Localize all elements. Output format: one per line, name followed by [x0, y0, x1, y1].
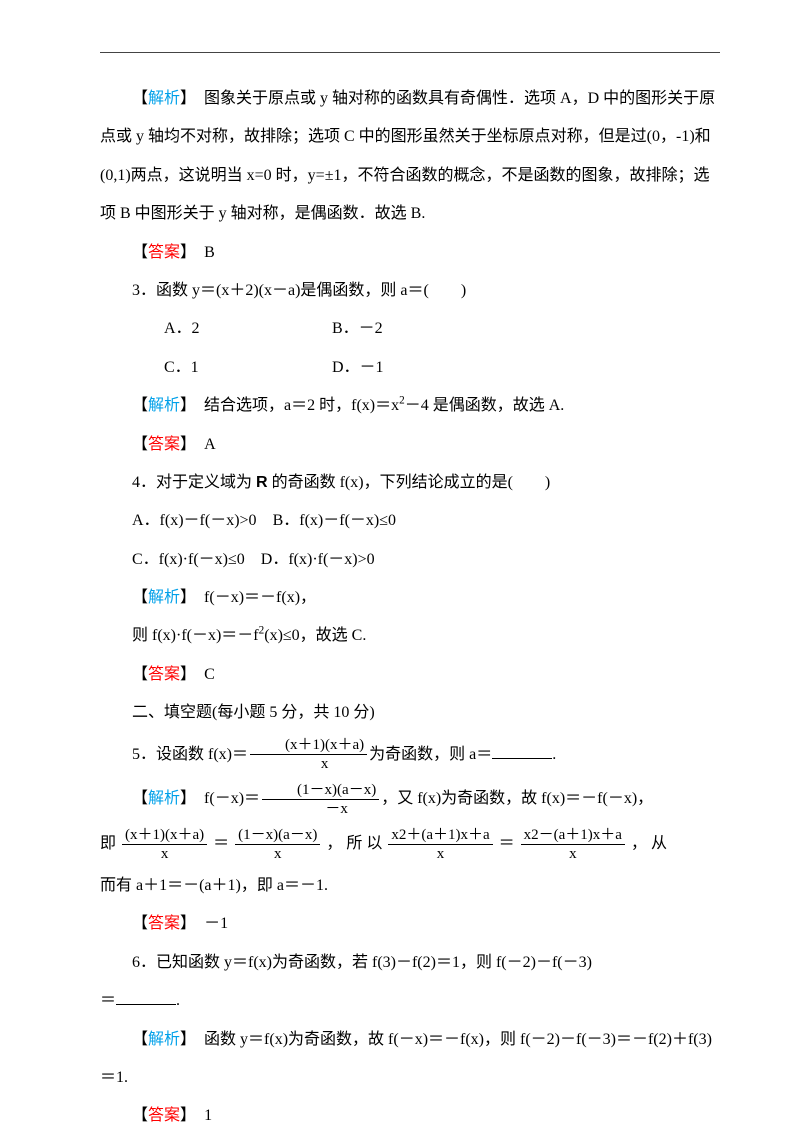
q3-analysis-pre: 结合选项，a＝2 时，f(x)＝x [188, 397, 399, 414]
q5-f5d: x [388, 845, 492, 863]
q4-analysis-l1: 【解析】 f(－x)＝－f(x)， [100, 579, 720, 617]
q5-f5n: x2＋(a＋1)x＋a [388, 826, 492, 845]
q5-f1d: x [250, 755, 367, 773]
q4-opts-1: A．f(x)－f(－x)>0 B．f(x)－f(－x)≤0 [100, 502, 720, 540]
section2-title: 二、填空题(每小题 5 分，共 10 分) [100, 694, 720, 732]
q5-analysis-l1: 【解析】 f(－x)＝(1－x)(a－x)－x，又 f(x)为奇函数，故 f(x… [100, 777, 720, 822]
period: . [552, 746, 556, 763]
q4-analysis-l2: 则 f(x)·f(－x)＝－f2(x)≤0，故选 C. [100, 617, 720, 655]
q5-stem-pre: 5．设函数 f(x)＝ [132, 746, 248, 763]
q4-optB: B．f(x)－f(－x)≤0 [273, 512, 396, 529]
analysis-label: 【解析】 [132, 1031, 188, 1048]
q6-answer: 【答案】 1 [100, 1097, 720, 1135]
q5-f3d: x [122, 845, 207, 863]
q5-f1n: (x＋1)(x＋a) [250, 736, 367, 755]
q5-frac5: x2＋(a＋1)x＋ax [386, 826, 494, 863]
q3-opts-2: C．1D．－1 [100, 349, 720, 387]
q6-analysis: 【解析】 函数 y＝f(x)为奇函数，故 f(－x)＝－f(x)，则 f(－2)… [100, 1021, 720, 1098]
q4-answer: 【答案】 C [100, 656, 720, 694]
q5-f6d: x [521, 845, 625, 863]
answer-label: 【答案】 [132, 915, 188, 932]
q4-optA: A．f(x)－f(－x)>0 [132, 512, 257, 529]
q4-answer-value: C [204, 666, 215, 683]
q3-optD: D．－1 [332, 359, 384, 376]
period-2: . [176, 992, 180, 1009]
q4-opts-2: C．f(x)·f(－x)≤0 D．f(x)·f(－x)>0 [100, 541, 720, 579]
q6-stem-l1: 6．已知函数 y＝f(x)为奇函数，若 f(3)－f(2)＝1，则 f(－2)－… [100, 944, 720, 982]
q3-opts-1: A．2B．－2 [100, 310, 720, 348]
q4-ana1: f(－x)＝－f(x)， [188, 589, 316, 606]
q5-f6n: x2－(a＋1)x＋a [521, 826, 625, 845]
q4-stem: 4．对于定义域为 R 的奇函数 f(x)，下列结论成立的是( ) [100, 464, 720, 502]
q5-analysis-l2: 即 (x＋1)(x＋a)x ＝ (1－x)(a－x)x ， 所 以 x2＋(a＋… [100, 822, 720, 867]
answer-label: 【答案】 [132, 1107, 188, 1124]
q4-R: R [256, 474, 268, 491]
answer-label: 【答案】 [132, 436, 188, 453]
q6-answer-value: 1 [204, 1107, 212, 1124]
q3-answer: 【答案】 A [100, 426, 720, 464]
q2-answer: 【答案】 B [100, 234, 720, 272]
q5-frac4: (1－x)(a－x)x [233, 826, 322, 863]
blank-2 [116, 988, 176, 1005]
q3-optC: C．1 [132, 349, 332, 387]
q5-answer-value: －1 [204, 915, 228, 932]
q5-stem: 5．设函数 f(x)＝(x＋1)(x＋a)x为奇函数，则 a＝. [100, 733, 720, 778]
q6-stem-l2: ＝. [100, 982, 720, 1020]
analysis-label: 【解析】 [132, 790, 188, 807]
q4-ana2-post: (x)≤0，故选 C. [264, 627, 366, 644]
q3-stem: 3．函数 y＝(x＋2)(x－a)是偶函数，则 a＝( ) [100, 272, 720, 310]
q5-f2n: (1－x)(a－x) [262, 781, 379, 800]
q5-frac6: x2－(a＋1)x＋ax [519, 826, 627, 863]
page: 【解析】 图象关于原点或 y 轴对称的函数具有奇偶性．选项 A，D 中的图形关于… [0, 0, 800, 1132]
q5-f4n: (1－x)(a－x) [235, 826, 320, 845]
q5-so: ， 所 以 [326, 835, 382, 852]
q5-f2d: －x [262, 800, 379, 818]
answer-label: 【答案】 [132, 666, 188, 683]
q6-ana: 函数 y＝f(x)为奇函数，故 f(－x)＝－f(x)，则 f(－2)－f(－3… [100, 1031, 712, 1086]
analysis-label: 【解析】 [132, 90, 188, 107]
answer-label: 【答案】 [132, 244, 188, 261]
q3-optA: A．2 [132, 310, 332, 348]
q3-analysis-post: －4 是偶函数，故选 A. [405, 397, 565, 414]
eq1: ＝ [213, 835, 229, 852]
eq2: ＝ [499, 835, 515, 852]
q3-answer-value: A [204, 436, 216, 453]
q4-ana2-pre: 则 f(x)·f(－x)＝－f [132, 627, 259, 644]
analysis-label: 【解析】 [132, 589, 188, 606]
blank [492, 742, 552, 759]
q4-optC: C．f(x)·f(－x)≤0 [132, 551, 245, 568]
q6-l2-pre: ＝ [100, 992, 116, 1009]
q5-frac2: (1－x)(a－x)－x [260, 781, 381, 818]
q5-answer: 【答案】 －1 [100, 905, 720, 943]
q3-optB: B．－2 [332, 320, 383, 337]
q2-answer-value: B [204, 244, 215, 261]
q4-stem-post: 的奇函数 f(x)，下列结论成立的是( ) [268, 474, 551, 491]
q5-ana-pre: f(－x)＝ [188, 790, 260, 807]
q2-analysis: 【解析】 图象关于原点或 y 轴对称的函数具有奇偶性．选项 A，D 中的图形关于… [100, 80, 720, 234]
q5-tail2: ， 从 [631, 835, 667, 852]
q5-analysis-l3: 而有 a＋1＝－(a＋1)，即 a＝－1. [100, 867, 720, 905]
q5-f4d: x [235, 845, 320, 863]
q3-analysis: 【解析】 结合选项，a＝2 时，f(x)＝x2－4 是偶函数，故选 A. [100, 387, 720, 425]
q4-stem-pre: 4．对于定义域为 [132, 474, 256, 491]
analysis-label: 【解析】 [132, 397, 188, 414]
header-rule [100, 52, 720, 53]
q4-optD: D．f(x)·f(－x)>0 [261, 551, 375, 568]
q5-frac3: (x＋1)(x＋a)x [120, 826, 209, 863]
q5-mid1: ，又 f(x)为奇函数，故 f(x)＝－f(－x)， [381, 790, 653, 807]
q2-analysis-text: 图象关于原点或 y 轴对称的函数具有奇偶性．选项 A，D 中的图形关于原点或 y… [100, 90, 715, 222]
q5-frac1: (x＋1)(x＋a)x [248, 736, 369, 773]
q5-f3n: (x＋1)(x＋a) [122, 826, 207, 845]
q5-l2pre: 即 [100, 835, 116, 852]
q5-stem-post: 为奇函数，则 a＝ [369, 746, 492, 763]
